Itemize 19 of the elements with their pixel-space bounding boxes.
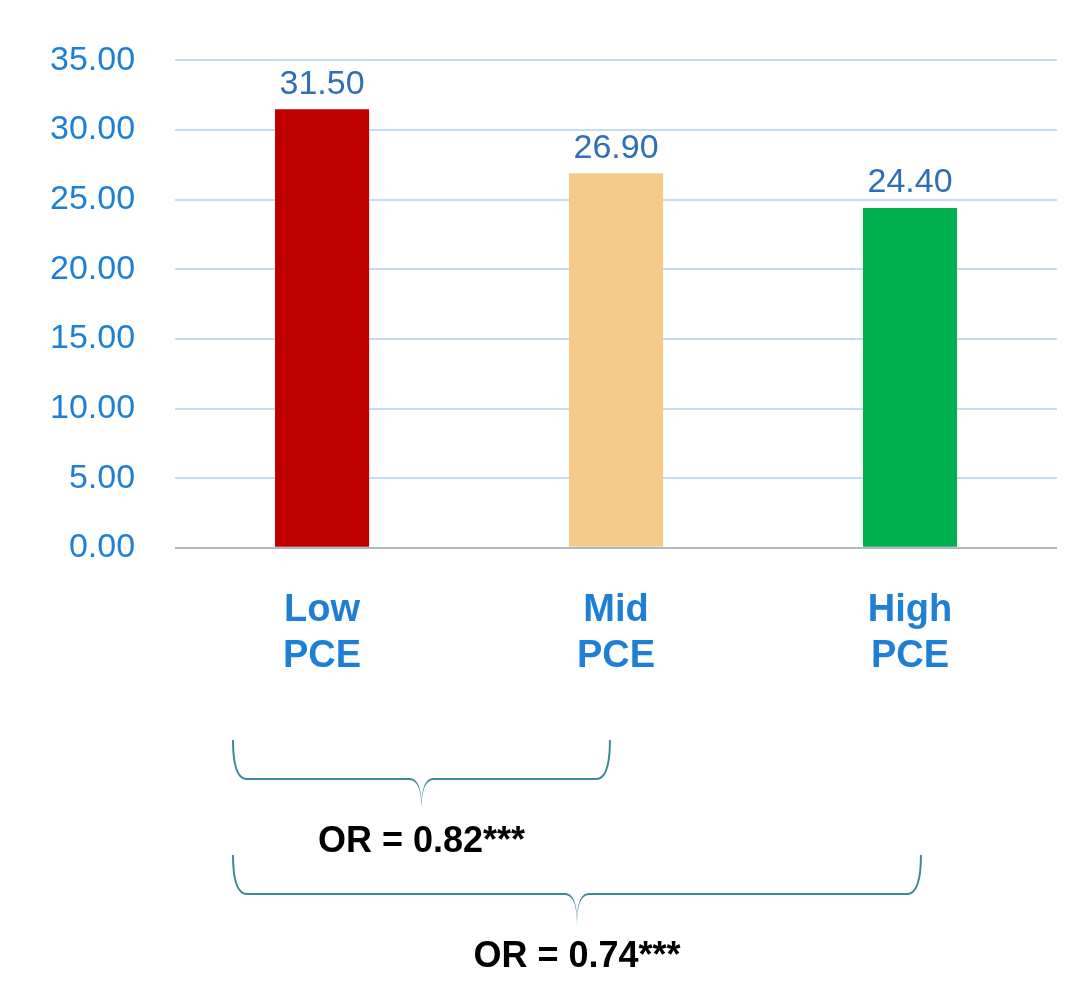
text: OR = 0.74*** [473,933,681,975]
x-tick-label: Low PCE [283,587,362,675]
data-label: 26.90 [573,126,659,165]
bar [275,109,370,547]
y-tick-label: 30.00 [49,108,136,147]
y-tick-label: 20.00 [49,247,136,286]
bar [569,173,664,547]
y-tick-label: 0.00 [68,526,136,565]
x-tick-label: Mid PCE [576,587,656,675]
x-tick-label: High PCE [867,587,953,675]
y-tick-label: 15.00 [49,317,136,356]
y-tick-label: 35.00 [49,38,136,77]
data-label: 24.40 [867,161,953,200]
bar [862,208,958,547]
y-tick-label: 25.00 [49,178,136,217]
text: OR = 0.82*** [317,818,526,860]
y-tick-label: 10.00 [49,386,136,425]
y-tick-label: 5.00 [68,456,136,495]
data-label: 31.50 [279,62,365,101]
